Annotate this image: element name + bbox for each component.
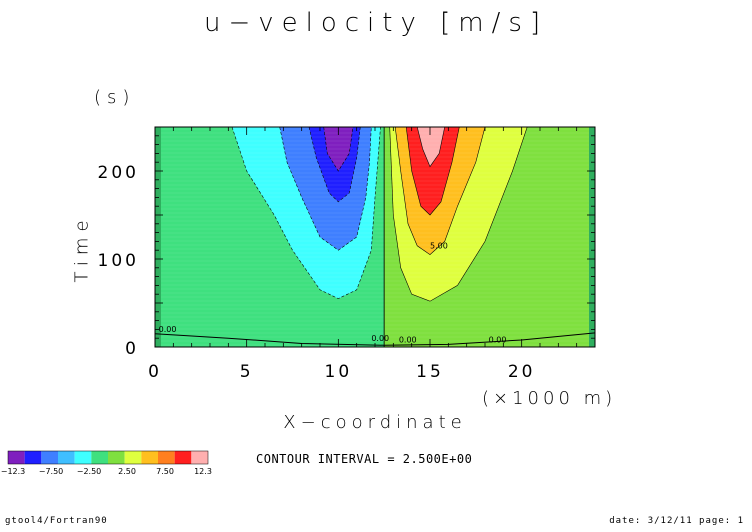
region-negative-lobe-10 [323,126,354,172]
region-positive-lobe-7.5 [405,126,460,216]
colorbar-swatch [41,451,58,464]
x-tick-label: 5 [240,362,254,382]
footer-right: date: 3/12/11 page: 1 [609,516,744,526]
chart-title: u−velocity [m/s] [203,8,549,38]
colorbar-frame [7,450,209,465]
colorbar-swatch [8,451,25,464]
colorbar-tick-label: −12.3 [1,467,26,476]
contour-label: 0.00 [371,334,389,343]
colorbar-swatch [58,451,75,464]
colorbar-tick-label: 12.3 [194,467,212,476]
y-axis-unit: (s) [94,87,136,108]
contour-label: 0.00 [159,325,177,334]
colorbar-swatch [91,451,108,464]
colorbar-swatch [124,451,142,464]
y-tick-label: 100 [98,251,139,271]
x-tick-label: 0 [148,362,162,382]
colorbar-swatch [191,451,208,464]
colorbar-swatch [141,451,158,464]
contour-label: 0.00 [399,336,417,345]
colorbar-swatch [158,451,175,464]
colorbar-tick-label: −7.50 [39,467,64,476]
colorbar-swatch [74,451,92,464]
contour-label: 0.00 [489,336,507,345]
colorbar-swatch [174,451,192,464]
colorbar-tick-label: −2.50 [77,467,102,476]
x-tick-label: 10 [325,362,353,382]
y-tick-label: 0 [125,339,139,359]
x-axis-unit: (×1000 m) [482,388,617,409]
colorbar-tick-label: 2.50 [118,467,136,476]
footer-left: gtool4/Fortran90 [5,516,108,526]
x-tick-label: 15 [416,362,444,382]
contour-label: 5.00 [430,241,448,250]
colorbar-swatch [24,451,42,464]
y-tick-label: 200 [98,163,139,183]
right-edge-strip [589,127,595,347]
colorbar-swatch [108,451,125,464]
x-tick-label: 20 [508,362,536,382]
contour-interval-text: CONTOUR INTERVAL = 2.500E+00 [256,452,473,466]
left-edge-strip [155,127,161,347]
x-axis-label: X−coordinate [283,412,467,433]
colorbar-tick-label: 7.50 [156,467,174,476]
